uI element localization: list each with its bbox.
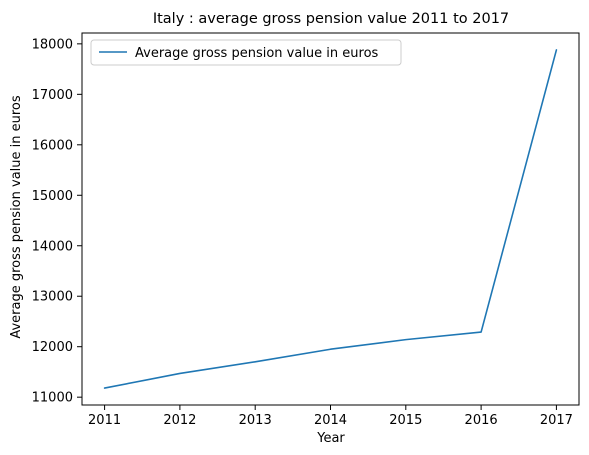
legend-box — [90, 39, 402, 66]
x-tick-label: 2014 — [314, 413, 347, 428]
y-tick-label: 15000 — [32, 189, 73, 204]
legend-entry-label: Average gross pension value in euros — [135, 46, 379, 61]
x-axis: 2011 2012 2013 2014 2015 2016 2017 — [88, 405, 573, 428]
series-line — [103, 49, 558, 389]
x-tick-label: 2016 — [465, 413, 498, 428]
x-tick-label: 2017 — [540, 413, 573, 428]
x-tick-label: 2013 — [239, 413, 272, 428]
y-axis: 11000 12000 13000 14000 15000 16000 17000 18000 — [32, 37, 82, 406]
chart-title: Italy : average gross pension value 2011… — [153, 11, 509, 27]
y-tick-label: 11000 — [32, 391, 73, 406]
y-tick-label: 12000 — [32, 340, 73, 355]
y-tick-label: 16000 — [32, 138, 73, 153]
y-tick-label: 17000 — [32, 88, 73, 103]
y-tick-label: 13000 — [32, 290, 73, 305]
x-tick-label: 2015 — [389, 413, 422, 428]
x-tick-label: 2012 — [163, 413, 196, 428]
x-axis-label: Year — [316, 431, 345, 446]
series-group — [103, 49, 558, 389]
y-axis-label: Average gross pension value in euros — [9, 95, 24, 339]
y-tick-label: 14000 — [32, 239, 73, 254]
x-tick-label: 2011 — [88, 413, 121, 428]
y-tick-label: 18000 — [32, 37, 73, 52]
legend: Average gross pension value in euros — [90, 39, 402, 66]
